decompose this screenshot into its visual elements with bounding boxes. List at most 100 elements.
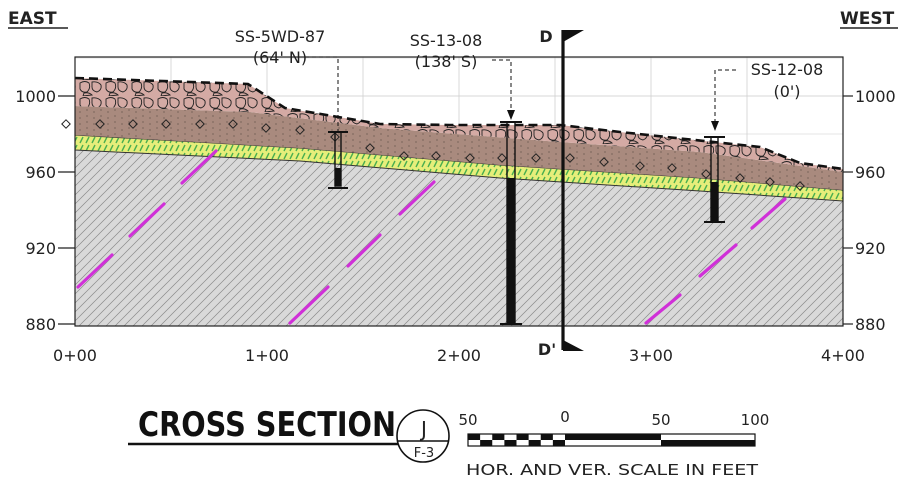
boring-arrow xyxy=(507,110,515,120)
gravel-symbol xyxy=(795,181,805,191)
gravel-symbol xyxy=(195,119,205,129)
gravel-symbol xyxy=(531,153,541,163)
scale-bar-segment xyxy=(468,434,481,440)
scale-bar xyxy=(467,433,756,447)
gravel-symbol xyxy=(161,119,171,129)
gravel-symbol xyxy=(128,119,138,129)
scale-bar-segment xyxy=(661,440,755,446)
plot-border xyxy=(74,56,844,327)
gravel-symbol xyxy=(95,119,105,129)
gravel-symbol xyxy=(701,169,711,179)
section-callout-circle xyxy=(396,409,450,463)
scale-bar-segment xyxy=(492,434,505,440)
gravel-symbol xyxy=(497,153,507,163)
gravel-symbol xyxy=(735,173,745,183)
gravel-symbol xyxy=(667,163,677,173)
scale-label: 100 xyxy=(741,411,770,429)
gravel-symbol xyxy=(228,119,238,129)
gravel-symbol xyxy=(635,161,645,171)
left-elevation-axis: 1000 960 920 880 xyxy=(15,87,75,334)
joint-line xyxy=(346,233,382,268)
boring-offset: (138' S) xyxy=(415,52,478,71)
station-axis: 0+00 1+00 2+00 3+00 4+00 xyxy=(53,346,865,365)
boring-leader xyxy=(492,59,512,118)
bedrock-layer xyxy=(75,150,843,326)
scale-bar-segment xyxy=(504,440,517,446)
gravel-symbol xyxy=(399,151,409,161)
scale-bar-segment xyxy=(540,434,553,440)
station-label: 4+00 xyxy=(821,346,865,365)
scale-bar-segment xyxy=(565,434,661,440)
boring-ss-13-08: SS-13-08 (138' S) xyxy=(410,31,522,325)
gravel-symbol xyxy=(61,119,71,129)
elevation-label: 960 xyxy=(855,163,886,182)
section-flag-bottom xyxy=(563,340,584,351)
joint-line xyxy=(128,202,166,238)
station-label: 3+00 xyxy=(629,346,673,365)
section-cut-line: D D' xyxy=(538,27,584,359)
sheet-reference: F-3 xyxy=(414,446,434,461)
title-block: CROSS SECTION J F-3 50 0 50 100 HOR. AND… xyxy=(128,405,769,479)
scale-caption: HOR. AND VER. SCALE IN FEET xyxy=(466,461,759,479)
boring-label: SS-5WD-87 xyxy=(235,27,326,46)
elevation-label: 1000 xyxy=(15,87,56,106)
fill-layer xyxy=(75,106,843,190)
scale-label: 0 xyxy=(560,408,570,426)
scale-label: 50 xyxy=(458,411,477,429)
boring-leader xyxy=(714,69,736,128)
joint-line xyxy=(644,293,682,325)
gravel-symbol xyxy=(565,153,575,163)
elevation-label: 920 xyxy=(855,239,886,258)
scale-bar-segment xyxy=(528,440,541,446)
gravel-symbol xyxy=(365,143,375,153)
gravel-symbol xyxy=(295,125,305,135)
gravel-symbol xyxy=(261,123,271,133)
section-top-label: D xyxy=(539,27,552,46)
right-elevation-axis: 1000 960 920 880 xyxy=(843,87,896,334)
boring-label: SS-13-08 xyxy=(410,31,483,50)
joint-line xyxy=(750,197,787,230)
boring-arrow xyxy=(711,121,719,131)
scale-bar-segment xyxy=(552,440,565,446)
boring-label: SS-12-08 xyxy=(751,60,824,79)
soil-strata xyxy=(75,78,843,326)
station-label: 2+00 xyxy=(437,346,481,365)
elevation-label: 920 xyxy=(25,239,56,258)
scale-label: 50 xyxy=(651,411,670,429)
boring-core xyxy=(335,168,341,186)
elevation-label: 880 xyxy=(855,315,886,334)
boring-core xyxy=(711,182,718,221)
gravel-symbol xyxy=(465,153,475,163)
gravel-symbol xyxy=(431,151,441,161)
west-label: WEST xyxy=(840,9,895,29)
boring-offset: (64' N) xyxy=(253,48,307,67)
elevation-label: 960 xyxy=(25,163,56,182)
boring-core xyxy=(507,178,515,324)
elevation-label: 880 xyxy=(25,315,56,334)
elevation-label: 1000 xyxy=(855,87,896,106)
gravel-symbol xyxy=(765,177,775,187)
section-letter: J xyxy=(419,417,427,441)
scale-bar-segment xyxy=(480,440,493,446)
joint-line xyxy=(288,285,330,325)
station-label: 0+00 xyxy=(53,346,97,365)
station-label: 1+00 xyxy=(245,346,289,365)
joint-line xyxy=(398,180,436,216)
boring-ss-12-08: SS-12-08 (0') xyxy=(704,60,824,223)
joint-line xyxy=(180,149,218,185)
boring-leader xyxy=(305,56,339,132)
ground-surface-line xyxy=(74,76,844,171)
joint-line xyxy=(698,243,738,278)
gravel-symbol xyxy=(599,157,609,167)
section-title: CROSS SECTION xyxy=(138,405,396,445)
section-flag xyxy=(563,30,584,42)
boring-ss-5wd-87: SS-5WD-87 (64' N) xyxy=(235,27,348,189)
gravel-symbols xyxy=(61,119,805,191)
east-label: EAST xyxy=(8,9,57,29)
section-bottom-label: D' xyxy=(538,340,556,359)
joint-line xyxy=(76,253,114,289)
bedrock-joint-lines xyxy=(76,149,787,325)
scale-bar-segment xyxy=(516,434,529,440)
boring-offset: (0') xyxy=(773,82,800,101)
